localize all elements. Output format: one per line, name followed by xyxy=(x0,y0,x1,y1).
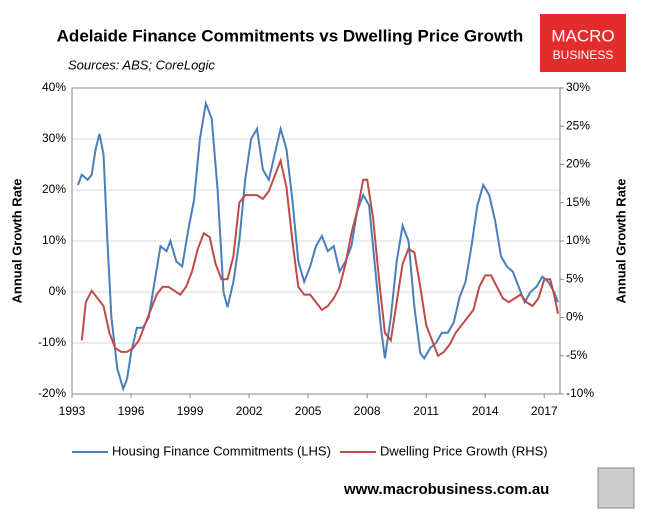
y2-tick-label: -10% xyxy=(566,386,594,400)
y-tick-label: 30% xyxy=(42,131,66,145)
y-tick-label: 40% xyxy=(42,80,66,94)
plot-border xyxy=(71,87,561,395)
footer: www.macrobusiness.com.au xyxy=(343,481,549,498)
y2-axis-label: Annual Growth Rate xyxy=(613,179,628,304)
y2-tick-label: 30% xyxy=(566,80,590,94)
y2-tick-label: 15% xyxy=(566,195,590,209)
legend-label: Dwelling Price Growth (RHS) xyxy=(380,443,548,458)
y-tick-label: 0% xyxy=(49,284,67,298)
y-tick-label: -20% xyxy=(38,386,66,400)
series-line xyxy=(80,157,559,358)
y2-tick-label: 0% xyxy=(566,310,584,324)
x-tick-label: 2002 xyxy=(236,404,263,418)
chart-title: Adelaide Finance Commitments vs Dwelling… xyxy=(57,26,524,45)
series-line xyxy=(76,99,559,393)
logo-box xyxy=(540,14,626,72)
y2-tick-label: 5% xyxy=(566,271,584,285)
y2-tick-label: -5% xyxy=(566,348,588,362)
x-tick-label: 2014 xyxy=(472,404,499,418)
x-tick-label: 1993 xyxy=(59,404,86,418)
logo-text: MACRO xyxy=(551,26,614,45)
logo-icon xyxy=(597,467,635,509)
chart-subtitle: Sources: ABS; CoreLogic xyxy=(68,57,215,72)
y-axis-label: Annual Growth Rate xyxy=(9,179,24,304)
x-tick-label: 2017 xyxy=(531,404,558,418)
y2-tick-label: 25% xyxy=(566,118,590,132)
y-tick-label: 10% xyxy=(42,233,66,247)
legend-label: Housing Finance Commitments (LHS) xyxy=(112,443,331,458)
y-tick-label: 20% xyxy=(42,182,66,196)
x-tick-label: 2008 xyxy=(354,404,381,418)
x-tick-label: 2011 xyxy=(413,404,439,418)
x-tick-label: 1996 xyxy=(118,404,145,418)
y2-tick-label: 20% xyxy=(566,157,590,171)
x-tick-label: 2005 xyxy=(295,404,322,418)
y2-tick-label: 10% xyxy=(566,233,590,247)
y-tick-label: -10% xyxy=(38,335,66,349)
x-tick-label: 1999 xyxy=(177,404,204,418)
logo-text: BUSINESS xyxy=(553,48,614,62)
